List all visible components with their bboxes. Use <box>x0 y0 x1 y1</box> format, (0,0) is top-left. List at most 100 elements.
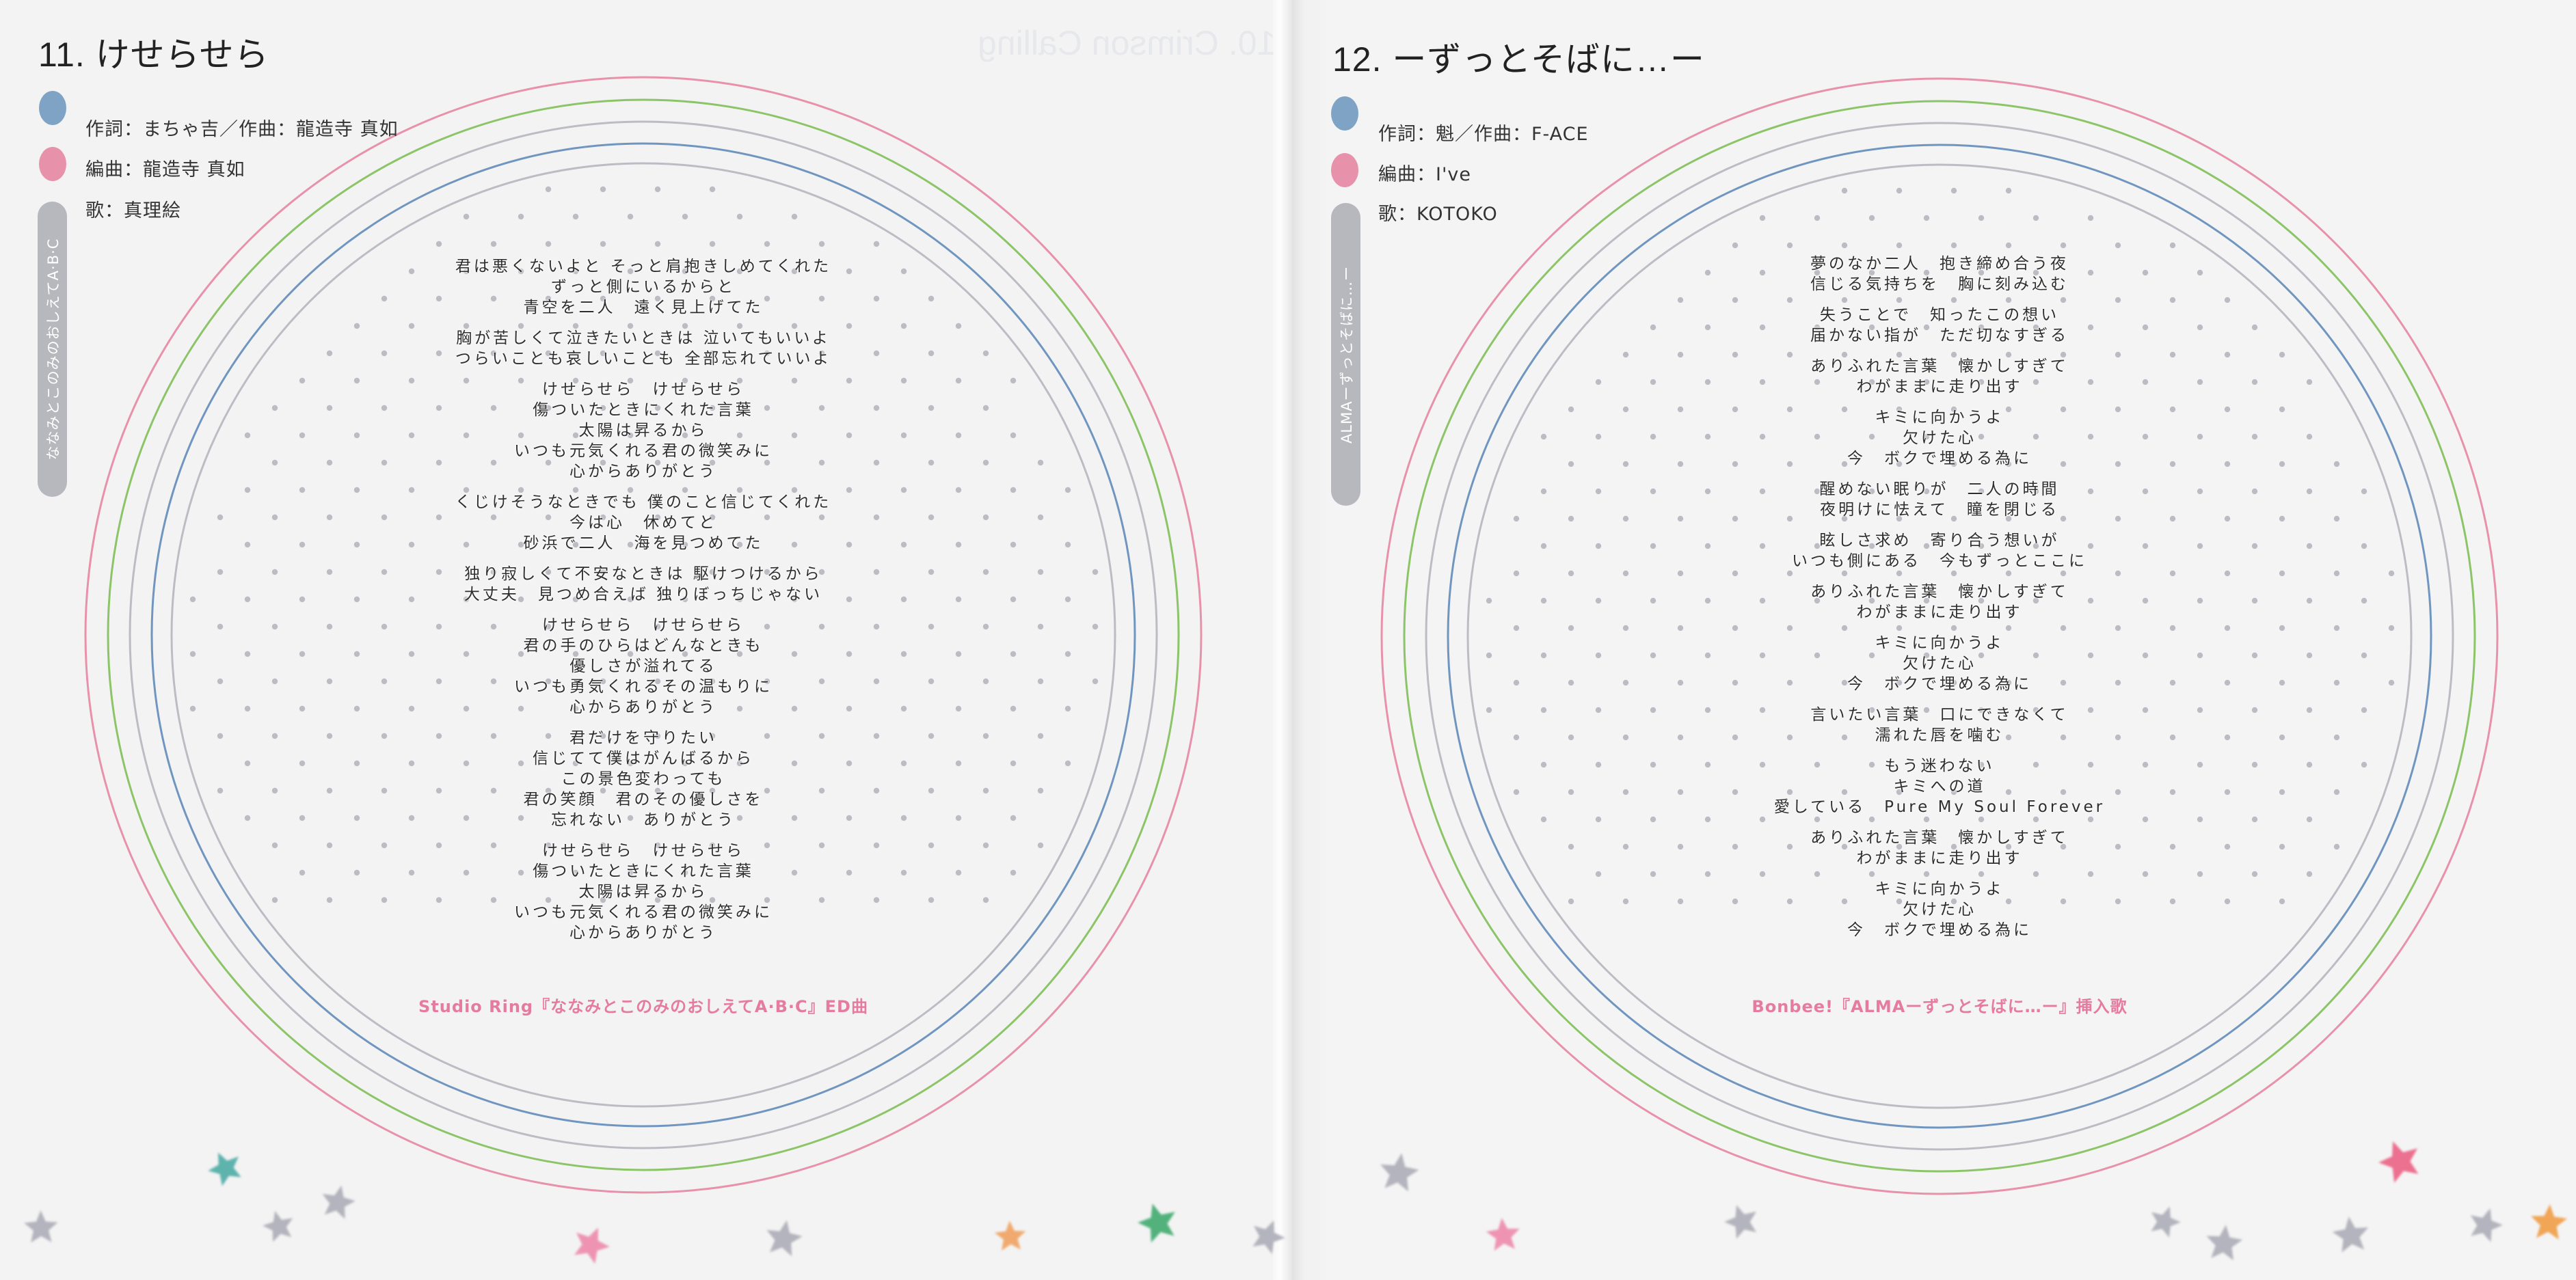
song-title: 12. ーずっとそばに…ー <box>1332 40 1705 79</box>
grid-dot <box>1622 406 1629 413</box>
grid-dot <box>2279 406 2285 413</box>
grid-dot <box>2005 570 2012 577</box>
grid-dot <box>1759 324 1766 331</box>
grid-dot <box>1841 297 1848 303</box>
grid-dot <box>1868 707 1875 713</box>
grid-dot <box>1759 707 1766 713</box>
grid-dot <box>654 186 661 193</box>
grid-dot <box>1978 707 1985 713</box>
grid-dot <box>2005 297 2012 303</box>
grid-dot <box>982 897 989 903</box>
grid-dot <box>381 295 388 302</box>
grid-dot <box>682 268 688 275</box>
grid-dot <box>2251 871 2258 877</box>
grid-dot <box>1595 597 1602 604</box>
grid-dot <box>791 432 798 439</box>
grid-dot <box>709 842 716 849</box>
grid-dot <box>1677 570 1684 577</box>
grid-dot <box>545 295 552 302</box>
grid-dot <box>353 487 360 493</box>
grid-dot <box>846 487 853 493</box>
grid-dot <box>791 541 798 548</box>
grid-dot <box>2169 297 2176 303</box>
grid-dot <box>463 323 470 329</box>
grid-dot <box>791 377 798 384</box>
grid-dot <box>2087 871 2094 877</box>
grid-dot <box>736 487 743 493</box>
grid-dot <box>1923 707 1930 713</box>
grid-dot <box>2087 324 2094 331</box>
lyric-line: いつも側にある 今もずっとここに <box>1792 552 2087 570</box>
grid-dot <box>654 295 661 302</box>
grid-dot <box>408 487 415 493</box>
grid-dot <box>1010 596 1017 603</box>
grid-dot <box>1010 487 1017 493</box>
grid-dot <box>572 815 579 821</box>
grid-dot <box>2169 515 2176 522</box>
star-icon <box>2151 1206 2181 1238</box>
grid-dot <box>2306 652 2313 659</box>
grid-dot <box>408 377 415 384</box>
grid-dot <box>463 377 470 384</box>
grid-dot <box>545 842 552 849</box>
grid-dot <box>299 869 306 876</box>
lyric-line: 君だけを守りたい <box>569 729 717 747</box>
grid-dot <box>1896 461 1903 467</box>
grid-dot <box>1841 242 1848 249</box>
grid-dot <box>2224 461 2231 467</box>
lyric-stanza: 夢のなか二人 抱き締め合う夜 信じる気持ちを 胸に刻み込む <box>1632 254 2247 295</box>
grid-dot <box>928 733 935 739</box>
grid-dot <box>1732 843 1739 850</box>
grid-dot <box>435 623 442 630</box>
grid-dot <box>1650 597 1656 604</box>
grid-dot <box>764 514 770 521</box>
grid-dot <box>600 623 606 630</box>
grid-dot <box>2251 543 2258 549</box>
grid-dot <box>463 432 470 439</box>
grid-dot <box>2087 215 2094 221</box>
song-source-note: Bonbee!『ALMAーずっとそばに…ー』挿入歌 <box>1752 997 2128 1016</box>
grid-dot <box>408 541 415 548</box>
grid-dot <box>463 760 470 767</box>
grid-dot <box>1568 843 1574 850</box>
lyric-line: 心からありがとう <box>569 924 717 942</box>
show-through-title: 10. Crimson Calling <box>978 24 1276 62</box>
grid-dot <box>709 569 716 575</box>
grid-dot <box>1677 843 1684 850</box>
grid-dot <box>435 569 442 575</box>
grid-dot <box>299 487 306 493</box>
grid-dot <box>1513 734 1520 741</box>
grid-dot <box>326 623 333 630</box>
grid-dot <box>1786 515 1793 522</box>
grid-dot <box>490 623 497 630</box>
grid-dot <box>1704 488 1711 495</box>
grid-dot <box>1950 515 1957 522</box>
grid-dot <box>408 596 415 603</box>
grid-dot <box>1923 816 1930 823</box>
grid-dot <box>846 268 853 275</box>
arranger-dot-icon <box>1331 153 1358 187</box>
grid-dot <box>682 815 688 821</box>
grid-dot <box>2087 379 2094 385</box>
grid-dot <box>2142 816 2149 823</box>
right-page <box>1292 0 2576 1280</box>
grid-dot <box>1950 461 1957 467</box>
grid-dot <box>1677 461 1684 467</box>
grid-dot <box>900 705 907 712</box>
grid-dot <box>1732 242 1739 249</box>
lyric-stanza: 眩しさ求め 寄り合う想いが いつも側にある 今もずっとここに <box>1632 530 2247 571</box>
grid-dot <box>1677 515 1684 522</box>
grid-dot <box>2197 707 2203 713</box>
grid-dot <box>299 705 306 712</box>
grid-dot <box>1704 269 1711 276</box>
grid-dot <box>244 541 251 548</box>
grid-dot <box>2005 187 2012 194</box>
grid-dot <box>791 268 798 275</box>
grid-dot <box>518 869 524 876</box>
grid-dot <box>490 514 497 521</box>
grid-dot <box>1786 679 1793 686</box>
grid-dot <box>928 678 935 685</box>
lyric-line: ありふれた言葉 懐かしすぎて <box>1810 357 2069 375</box>
grid-dot <box>1064 760 1071 767</box>
grid-dot <box>2087 652 2094 659</box>
